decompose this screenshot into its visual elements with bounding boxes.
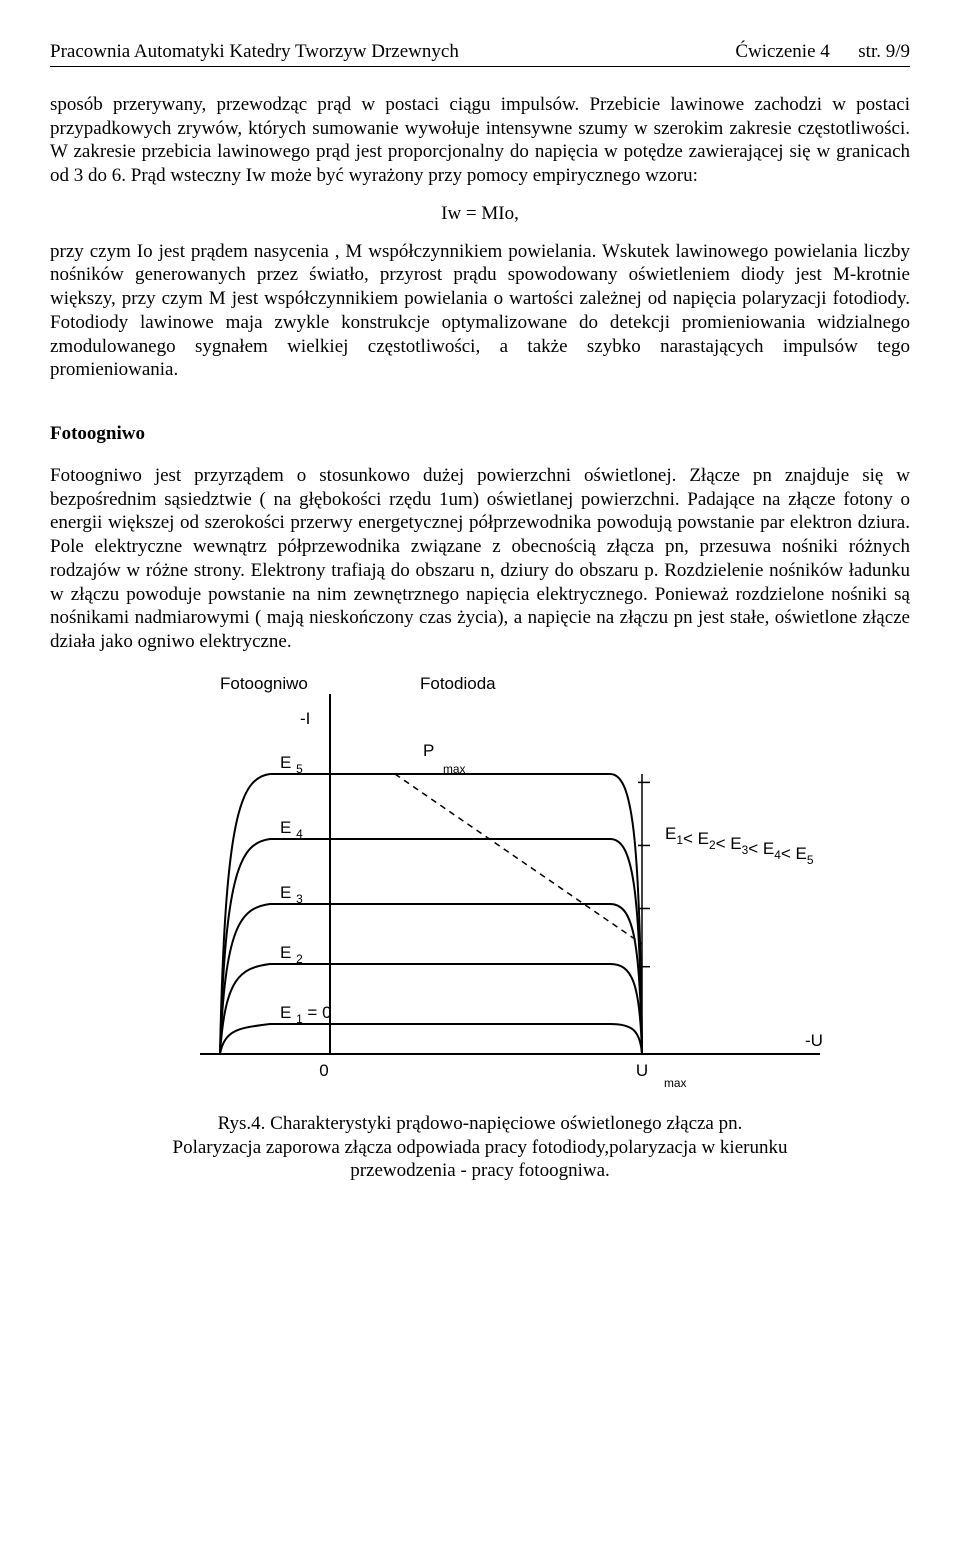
caption-line-2: Polaryzacja zaporowa złącza odpowiada pr… <box>173 1137 788 1158</box>
header-page: str. 9/9 <box>858 41 910 62</box>
paragraph-1: sposób przerywany, przewodząc prąd w pos… <box>50 93 910 188</box>
svg-text:0: 0 <box>319 1061 328 1080</box>
formula-1: Iw = MIo, <box>50 202 910 226</box>
caption-line-1: Rys.4. Charakterystyki prądowo-napięciow… <box>218 1113 743 1134</box>
paragraph-2: przy czym Io jest prądem nasycenia , M w… <box>50 240 910 383</box>
svg-text:Fotoogniwo: Fotoogniwo <box>220 674 308 693</box>
header-left: Pracownia Automatyki Katedry Tworzyw Drz… <box>50 40 459 64</box>
svg-text:E 2: E 2 <box>280 943 303 966</box>
header-course: Ćwiczenie 4 <box>735 41 829 62</box>
svg-text:-U: -U <box>805 1031 823 1050</box>
figure-4: Fotoogniwo Fotodioda -I E 5 E 4 E 3 E 2 E 1 = 0… <box>50 664 910 1104</box>
section-title-fotoogniwo: Fotoogniwo <box>50 422 910 446</box>
svg-text:E 1 = 0: E 1 = 0 <box>280 1003 332 1026</box>
svg-text:Fotodioda: Fotodioda <box>420 674 496 693</box>
svg-text:-I: -I <box>300 709 310 728</box>
paragraph-3: Fotoogniwo jest przyrządem o stosunkowo … <box>50 464 910 654</box>
figure-4-svg: Fotoogniwo Fotodioda -I E 5 E 4 E 3 E 2 E 1 = 0… <box>100 664 860 1104</box>
svg-text:E 5: E 5 <box>280 753 303 776</box>
svg-text:P: P <box>423 741 434 760</box>
header-right: Ćwiczenie 4 str. 9/9 <box>735 40 910 64</box>
caption-line-3: przewodzenia - pracy fotoogniwa. <box>350 1160 610 1181</box>
figure-4-caption: Rys.4. Charakterystyki prądowo-napięciow… <box>50 1112 910 1183</box>
header-rule <box>50 66 910 67</box>
svg-text:U: U <box>636 1061 648 1080</box>
svg-text:E1< E2< E3< E4< E5: E1< E2< E3< E4< E5 <box>665 824 814 867</box>
page-header: Pracownia Automatyki Katedry Tworzyw Drz… <box>50 40 910 66</box>
svg-text:E 4: E 4 <box>280 818 303 841</box>
svg-text:max: max <box>664 1076 687 1090</box>
svg-text:max: max <box>443 762 466 776</box>
svg-text:E 3: E 3 <box>280 883 303 906</box>
